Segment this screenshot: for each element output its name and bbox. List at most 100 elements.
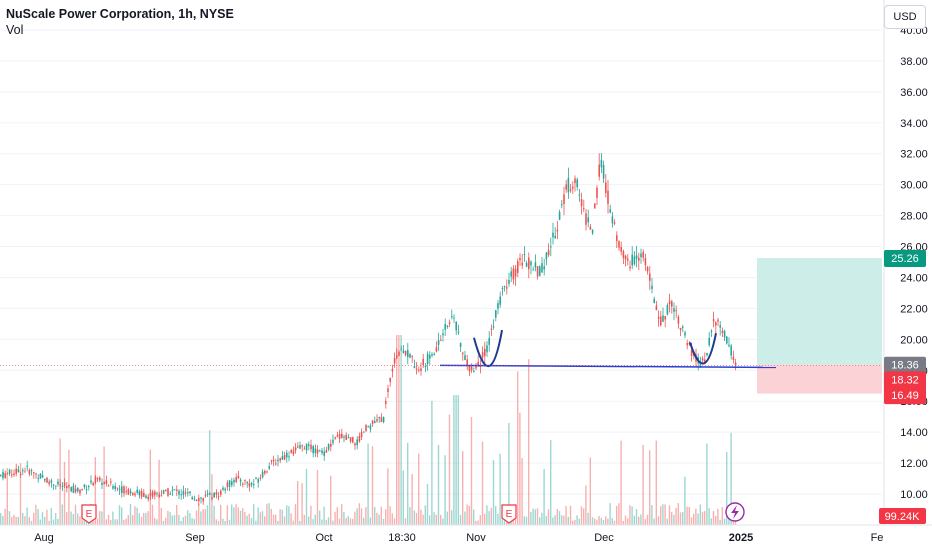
volume-bar: [308, 516, 310, 525]
candle-body: [338, 433, 341, 439]
candle-body: [554, 236, 556, 239]
y-tick-label: 20.00: [900, 334, 928, 346]
candle-body: [209, 492, 211, 495]
volume-bar: [279, 509, 281, 525]
candle-body: [369, 425, 372, 430]
volume-bar: [15, 516, 17, 525]
candle-body: [422, 358, 424, 365]
volume-bars: [0, 335, 737, 525]
candle-body: [481, 352, 484, 358]
candle-body: [189, 491, 191, 494]
candle-body: [165, 489, 167, 492]
volume-bar: [541, 512, 543, 525]
volume-bar: [459, 514, 462, 525]
candle-body: [193, 498, 196, 500]
volume-bar: [629, 505, 631, 525]
volume-bar: [492, 460, 495, 525]
volume-bar: [407, 442, 409, 525]
volume-bar: [556, 509, 558, 525]
candle-body: [151, 491, 154, 497]
candle-body: [176, 489, 178, 491]
volume-indicator-label[interactable]: Vol: [6, 23, 24, 37]
candle-body: [129, 491, 132, 494]
candle-body: [734, 362, 737, 366]
volume-bar: [710, 518, 712, 525]
volume-bar: [94, 457, 96, 525]
lightning-icon[interactable]: [725, 502, 745, 522]
volume-bar: [477, 520, 479, 525]
candle-body: [44, 478, 46, 481]
volume-tag: [879, 508, 926, 524]
volume-bar: [726, 452, 728, 525]
price-candles: [0, 153, 737, 506]
candle-body: [426, 353, 429, 364]
x-tick-label: Aug: [34, 532, 54, 544]
time-axis[interactable]: Aug Sep Oct 18:30 Nov Dec 2025 Fe: [0, 524, 932, 544]
candle-body: [424, 366, 427, 368]
volume-bar: [365, 507, 367, 525]
candle-body: [198, 497, 200, 502]
grid-lines: [0, 29, 882, 495]
volume-bar: [290, 513, 292, 525]
candle-body: [558, 211, 561, 220]
y-tick-label: 34.00: [900, 118, 928, 130]
volume-bar: [371, 446, 374, 525]
volume-bar: [222, 518, 224, 525]
x-tick-label: Dec: [594, 532, 614, 544]
volume-bar: [539, 517, 541, 525]
candle-body: [22, 470, 24, 472]
candle-body: [321, 450, 323, 454]
volume-bar: [435, 514, 437, 525]
volume-bar: [376, 512, 378, 525]
candle-body: [204, 495, 207, 497]
candle-body: [690, 350, 693, 356]
candle-body: [308, 444, 310, 446]
candle-body: [448, 322, 451, 324]
volume-bar: [224, 520, 226, 525]
earnings-marker[interactable]: E: [81, 504, 97, 524]
volume-bar: [514, 517, 517, 525]
volume-bar: [167, 510, 169, 525]
volume-bar: [424, 505, 426, 525]
candle-body: [409, 354, 411, 358]
volume-bar: [244, 511, 246, 525]
currency-button[interactable]: USD: [884, 5, 926, 29]
candle-body: [525, 262, 528, 267]
candle-body: [74, 488, 77, 492]
volume-bar: [195, 510, 198, 525]
earnings-marker-label: E: [86, 509, 93, 520]
volume-bar: [415, 512, 418, 525]
entry-price-tag-label: 18.36: [891, 360, 919, 372]
candle-body: [631, 254, 633, 266]
candle-body: [228, 480, 231, 487]
candle-body: [367, 426, 369, 428]
earnings-marker-label: E: [506, 509, 513, 520]
candle-body: [158, 494, 160, 497]
y-tick-label: 10.00: [900, 489, 928, 501]
volume-bar: [0, 513, 2, 525]
earnings-marker[interactable]: E: [501, 504, 517, 524]
candle-body: [15, 468, 17, 474]
candle-body: [281, 456, 284, 460]
candle-body: [613, 222, 616, 224]
volume-bar: [4, 508, 6, 525]
candle-body: [622, 251, 625, 259]
candle-body: [712, 319, 715, 322]
candle-body: [70, 487, 72, 492]
volume-bar: [209, 430, 211, 525]
volume-bar: [83, 516, 85, 525]
candle-body: [13, 473, 15, 475]
candle-body: [455, 321, 457, 331]
candle-body: [576, 179, 578, 188]
candle-body: [671, 301, 673, 307]
volume-bar: [182, 517, 184, 525]
volume-bar: [600, 517, 602, 525]
stop-price-tag-label: 16.49: [891, 390, 919, 402]
volume-bar: [2, 515, 4, 525]
volume-bar: [169, 512, 171, 525]
volume-bar: [569, 505, 572, 525]
volume-bar: [519, 412, 521, 525]
volume-bar: [105, 519, 107, 525]
